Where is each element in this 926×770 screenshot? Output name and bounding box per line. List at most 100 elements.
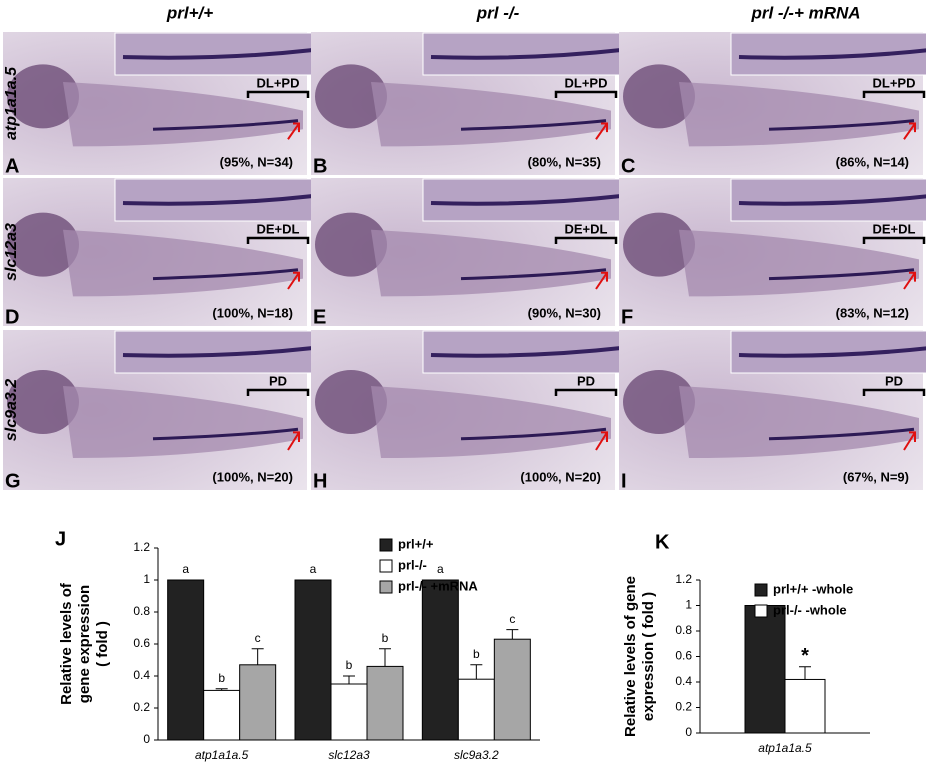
embryo-body: [679, 386, 919, 458]
bar: [493, 638, 531, 741]
embryo-body: [371, 386, 611, 458]
y-axis-label: Relative levels of: [58, 582, 75, 705]
x-tick-label: atp1a1a.5: [195, 748, 249, 762]
region-label: DE+DL: [565, 221, 608, 236]
y-tick-label: 0.4: [675, 674, 692, 688]
panel-letter: F: [621, 306, 633, 328]
embryo-head: [315, 370, 387, 434]
bracket: [246, 90, 310, 98]
region-label: PD: [269, 373, 287, 388]
y-tick-label: 0.8: [675, 623, 692, 637]
bar: [294, 579, 332, 741]
legend-label: prl+/+: [398, 536, 434, 551]
y-tick-label: 0.2: [675, 700, 692, 714]
y-tick-label: 0.6: [675, 649, 692, 663]
panel-stat: (100%, N=20): [520, 469, 601, 484]
bracket: [554, 236, 618, 244]
arrow: [903, 271, 916, 290]
panel-stat: (95%, N=34): [220, 154, 293, 169]
y-axis-label: gene expression: [76, 585, 93, 703]
panel-stat: (80%, N=35): [528, 154, 601, 169]
error-bar: [470, 664, 483, 680]
bracket: [862, 90, 926, 98]
embryo-head: [7, 370, 79, 434]
region-label: DE+DL: [257, 221, 300, 236]
arrow: [595, 431, 608, 451]
bracket: [862, 388, 926, 396]
legend-swatch: [379, 559, 393, 573]
duct: [768, 427, 915, 441]
panel-letter: E: [313, 306, 326, 328]
bar: [330, 683, 368, 741]
bracket: [554, 90, 618, 98]
panel-stat: (90%, N=30): [528, 305, 601, 320]
inset-duct: [122, 48, 314, 60]
panel-letter: K: [655, 531, 670, 553]
panel-stat: (100%, N=18): [212, 305, 293, 320]
inset-duct: [430, 48, 622, 60]
error-bar: [379, 648, 391, 667]
arrow: [903, 431, 916, 451]
legend-swatch: [379, 538, 393, 552]
arrow: [287, 431, 300, 451]
bar: [167, 579, 205, 741]
bar: [203, 689, 241, 741]
y-tick-label: 0.4: [133, 668, 150, 682]
embryo-body: [679, 82, 919, 147]
embryo-body: [63, 82, 303, 147]
embryo-head: [623, 212, 695, 277]
embryo-body: [63, 386, 303, 458]
significance-label: c: [255, 631, 261, 645]
significance-label: *: [801, 645, 809, 667]
duct: [768, 119, 915, 131]
charts: J Relative levels of gene expression( fold…: [55, 528, 870, 762]
y-axis-label: expression ( fold ): [640, 592, 657, 721]
row-label: atp1a1a.5: [3, 66, 20, 140]
error-bar: [799, 666, 811, 680]
significance-label: b: [382, 631, 389, 645]
arrow: [595, 271, 608, 290]
legend-label: prl-/-: [398, 557, 427, 572]
region-label: DL+PD: [257, 75, 300, 90]
region-label: DE+DL: [873, 221, 916, 236]
panel-letter: J: [55, 528, 66, 550]
significance-label: c: [509, 612, 515, 626]
embryo-head: [623, 64, 695, 129]
inset-duct: [738, 346, 926, 358]
embryo-head: [315, 212, 387, 277]
embryo-body: [679, 229, 919, 297]
row-label: slc9a3.2: [3, 379, 20, 441]
row-label: slc12a3: [3, 223, 20, 281]
error-bar: [506, 629, 519, 640]
column-header: prl+/+: [166, 3, 213, 22]
y-tick-label: 0.2: [133, 700, 150, 714]
error-bar: [251, 648, 264, 665]
legend-swatch: [379, 580, 393, 594]
panel-stat: (100%, N=20): [212, 469, 293, 484]
embryo-body: [371, 82, 611, 147]
embryo-body: [63, 229, 303, 297]
arrow: [595, 122, 608, 140]
duct: [768, 268, 915, 281]
bracket: [554, 388, 618, 396]
duct: [460, 427, 607, 441]
panel-stat: (83%, N=12): [836, 305, 909, 320]
bar: [457, 678, 495, 741]
duct: [460, 119, 607, 131]
bracket: [862, 236, 926, 244]
column-header: prl -/-: [476, 3, 520, 22]
error-bar: [215, 688, 228, 691]
panel-letter: G: [5, 470, 21, 492]
y-tick-label: 0: [685, 725, 692, 739]
significance-label: a: [182, 562, 189, 576]
bracket: [246, 236, 310, 244]
bracket: [246, 388, 310, 396]
panel-stat: (67%, N=9): [843, 469, 909, 484]
panel-letter: B: [313, 155, 327, 177]
region-label: DL+PD: [565, 75, 608, 90]
embryo-head: [7, 212, 79, 277]
y-axis-label: Relative levels of gene: [622, 576, 639, 737]
photo-grid: prl+/+ prl -/- prl -/-+ mRNA DL+PD (95%, N=3…: [3, 3, 926, 492]
legend-label: prl-/- -whole: [773, 602, 847, 617]
